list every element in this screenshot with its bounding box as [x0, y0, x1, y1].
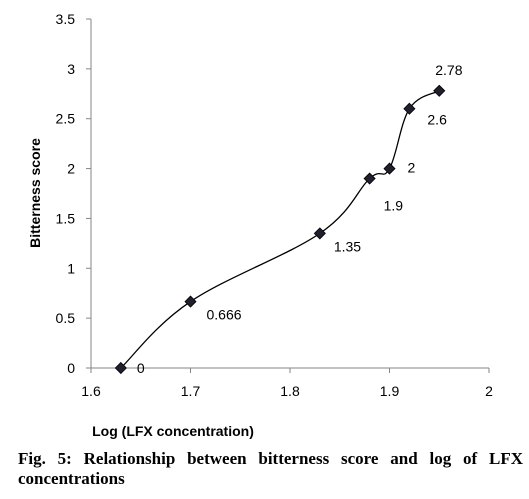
y-tick-label: 1.5 — [56, 210, 76, 226]
y-tick-label: 0.5 — [56, 310, 76, 326]
y-tick-label: 2 — [67, 161, 75, 177]
y-tick-label: 0 — [67, 360, 75, 376]
data-point-marker — [433, 84, 446, 97]
data-label: 2.6 — [427, 112, 447, 128]
data-point-marker — [383, 162, 396, 175]
data-point-marker — [114, 361, 127, 375]
data-point-marker — [313, 227, 326, 240]
data-labels: 0 0.666 1.35 1.9 2 2.6 2.78 — [137, 62, 463, 376]
y-tick-label: 1 — [67, 260, 75, 276]
data-label: 1.9 — [384, 198, 404, 214]
data-point-marker — [363, 172, 376, 185]
y-tick-label: 2.5 — [56, 111, 76, 127]
data-point-marker — [403, 102, 416, 115]
x-tick-label: 1.8 — [280, 383, 300, 399]
figure-caption: Fig. 5: Relationship between bitterness … — [18, 449, 523, 488]
data-points — [114, 84, 446, 375]
y-axis-title: Bitterness score — [27, 138, 43, 248]
y-tick-label: 3 — [67, 61, 75, 77]
x-tick-label: 2 — [485, 383, 493, 399]
y-tick-label: 3.5 — [56, 11, 76, 27]
data-label: 0.666 — [207, 307, 242, 323]
y-tick-labels: 0 0.5 1 1.5 2 2.5 3 3.5 — [56, 11, 76, 376]
data-point-marker — [184, 295, 197, 308]
data-label: 1.35 — [334, 238, 361, 254]
axes — [86, 18, 490, 373]
x-tick-label: 1.9 — [380, 383, 400, 399]
data-label: 2.78 — [435, 62, 462, 78]
data-label: 2 — [408, 160, 416, 176]
chart: 0 0.5 1 1.5 2 2.5 3 3.5 1.6 1.7 1.8 1.9 2 0 0.666 1.3… — [27, 11, 493, 439]
trendline — [120, 90, 440, 369]
x-tick-label: 1.6 — [81, 383, 101, 399]
x-tick-label: 1.7 — [181, 383, 201, 399]
x-axis-title: Log (LFX concentration) — [92, 423, 254, 439]
data-label: 0 — [137, 360, 145, 376]
x-tick-labels: 1.6 1.7 1.8 1.9 2 — [81, 383, 493, 399]
